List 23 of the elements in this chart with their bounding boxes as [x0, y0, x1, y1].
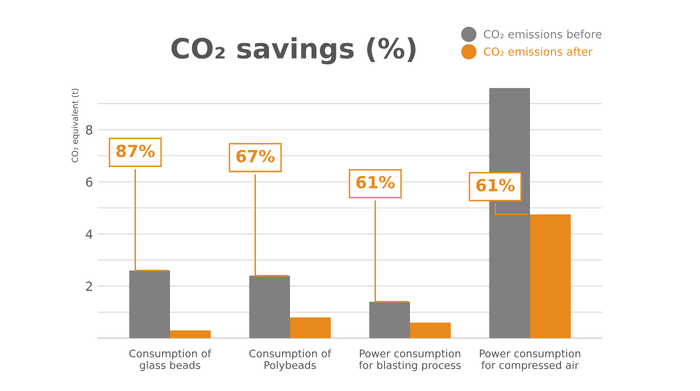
chart-title: CO₂ savings (%) [171, 37, 416, 64]
y-tick-label: 2 [86, 282, 92, 291]
bar [129, 270, 170, 338]
annotation: 61% [356, 176, 395, 188]
x-tick-label: Power consumption for compressed air [480, 349, 580, 372]
bar [369, 302, 410, 338]
y-axis-title: CO₂ equivalent (t) [72, 88, 80, 162]
annotation: 67% [236, 150, 275, 162]
annotation: 61% [476, 178, 515, 192]
x-tick-label: Consumption of glass beads [129, 349, 212, 372]
legend-label: CO₂ emissions after [484, 47, 593, 56]
annotation: 87% [116, 144, 155, 158]
x-tick-label: Power consumption for blasting process [359, 349, 461, 372]
bar [170, 330, 211, 338]
bar [249, 276, 290, 338]
y-tick-label: 8 [86, 125, 92, 135]
y-tick-label: 6 [86, 177, 92, 187]
y-tick-label: 4 [86, 230, 92, 239]
x-tick-label: Consumption of Polybeads [249, 349, 332, 372]
bar [290, 317, 331, 338]
bar [530, 214, 571, 338]
legend-label: CO₂ emissions before [484, 30, 602, 38]
bar [410, 322, 451, 338]
